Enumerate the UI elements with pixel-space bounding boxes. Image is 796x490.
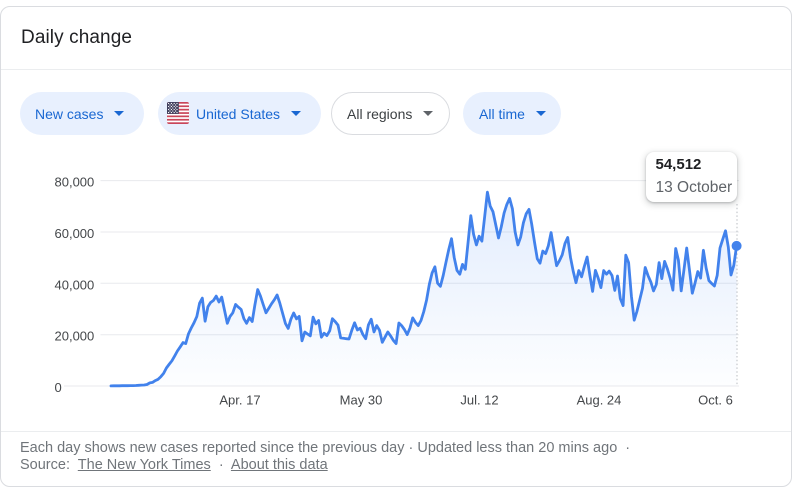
svg-text:Apr. 17: Apr. 17 <box>219 393 260 408</box>
svg-text:Oct. 6: Oct. 6 <box>698 393 733 408</box>
svg-text:20,000: 20,000 <box>55 329 95 344</box>
svg-text:40,000: 40,000 <box>55 277 95 292</box>
svg-text:80,000: 80,000 <box>55 175 95 190</box>
svg-text:Aug. 24: Aug. 24 <box>577 393 622 408</box>
svg-text:60,000: 60,000 <box>55 226 95 241</box>
svg-text:May 30: May 30 <box>340 393 383 408</box>
svg-text:Jul. 12: Jul. 12 <box>460 393 498 408</box>
svg-text:0: 0 <box>55 380 62 395</box>
